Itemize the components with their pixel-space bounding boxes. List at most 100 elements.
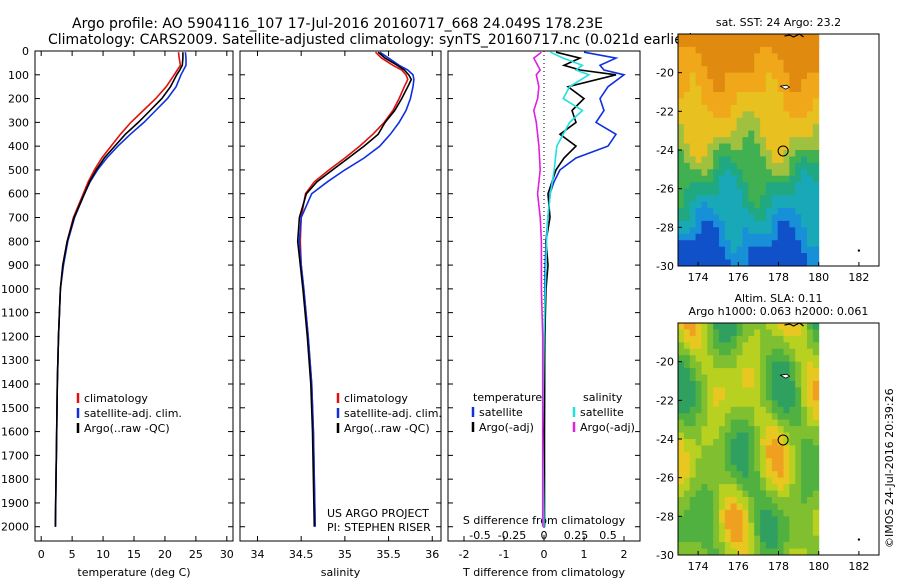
heat-cell xyxy=(730,79,738,87)
heat-cell xyxy=(765,458,773,466)
heat-cell xyxy=(777,259,785,267)
heat-cell xyxy=(742,323,749,330)
heat-cell xyxy=(683,175,691,183)
heat-cell xyxy=(719,169,726,177)
heat-cell xyxy=(748,477,755,485)
heat-cell xyxy=(724,34,732,41)
heat-cell xyxy=(678,188,685,196)
heat-cell xyxy=(760,451,767,459)
heat-cell xyxy=(713,509,720,517)
heat-cell xyxy=(777,150,785,157)
heat-cell xyxy=(713,406,720,414)
heat-cell xyxy=(701,361,708,369)
heat-cell xyxy=(730,374,738,382)
heat-cell xyxy=(789,387,796,395)
heat-cell xyxy=(783,497,790,504)
heat-cell xyxy=(812,471,820,479)
heat-cell xyxy=(812,535,820,543)
heat-cell xyxy=(719,175,726,183)
heat-cell xyxy=(771,240,779,248)
x-axis-label: T difference from climatology xyxy=(462,566,625,579)
heat-cell xyxy=(713,40,720,48)
heat-cell xyxy=(777,156,785,164)
heat-cell xyxy=(719,335,726,343)
heat-cell xyxy=(736,497,743,504)
heat-cell xyxy=(806,259,814,267)
heat-cell xyxy=(806,253,814,261)
heat-cell xyxy=(754,368,761,376)
x-tick-label: 10 xyxy=(96,548,110,561)
heat-cell xyxy=(783,104,790,112)
heat-cell xyxy=(754,66,761,74)
heat-cell xyxy=(748,188,755,196)
heat-cell xyxy=(689,439,697,446)
heat-cell xyxy=(719,348,726,356)
y-tick-label: 0 xyxy=(22,45,29,58)
heat-cell xyxy=(777,40,785,48)
heat-cell xyxy=(683,92,691,99)
heat-cell xyxy=(748,111,755,119)
heat-cell xyxy=(801,432,808,440)
heat-cell xyxy=(777,490,785,498)
heat-cell xyxy=(783,162,790,170)
heat-cell xyxy=(760,169,767,177)
heat-cell xyxy=(748,220,755,228)
heat-cell xyxy=(801,175,808,183)
heat-cell xyxy=(783,535,790,543)
heat-cell xyxy=(678,381,685,388)
heat-cell xyxy=(812,445,820,453)
heat-cell xyxy=(707,92,714,99)
heat-cell xyxy=(754,490,761,498)
heat-cell xyxy=(736,259,743,267)
heat-cell xyxy=(789,220,796,228)
heat-cell xyxy=(736,130,743,138)
heat-cell xyxy=(795,259,802,267)
heat-cell xyxy=(801,323,808,330)
heat-cell xyxy=(789,542,796,550)
heat-cell xyxy=(754,445,761,453)
heat-cell xyxy=(713,85,720,93)
legend-label: climatology xyxy=(84,392,148,405)
heat-cell xyxy=(783,368,790,376)
heat-cell xyxy=(789,195,796,203)
heat-cell xyxy=(812,426,820,434)
heat-cell xyxy=(695,188,702,196)
heat-cell xyxy=(801,361,808,369)
heat-cell xyxy=(812,79,820,87)
heat-cell xyxy=(748,419,755,427)
heat-cell xyxy=(783,124,790,132)
heat-cell xyxy=(795,92,802,99)
heat-cell xyxy=(806,162,814,170)
heat-cell xyxy=(713,471,720,479)
heat-cell xyxy=(736,451,743,459)
heat-cell xyxy=(789,426,796,434)
heat-cell xyxy=(748,79,755,87)
heat-cell xyxy=(724,104,732,112)
heat-cell xyxy=(724,53,732,61)
heat-cell xyxy=(765,413,773,421)
heat-cell xyxy=(736,201,743,209)
heat-cell xyxy=(678,464,685,472)
legend-label: satellite xyxy=(580,406,624,419)
heat-cell xyxy=(754,195,761,203)
heat-cell xyxy=(760,484,767,492)
heat-cell xyxy=(701,451,708,459)
heat-cell xyxy=(678,59,685,67)
heat-cell xyxy=(678,220,685,228)
heat-cell xyxy=(742,156,749,164)
heat-cell xyxy=(701,503,708,511)
heat-cell xyxy=(748,374,755,382)
heat-cell xyxy=(789,413,796,421)
heat-cell xyxy=(783,240,790,248)
heat-cell xyxy=(783,214,790,222)
heat-cell xyxy=(730,335,738,343)
heat-cell xyxy=(771,169,779,177)
heat-cell xyxy=(719,233,726,241)
heat-cell xyxy=(724,406,732,414)
heat-cell xyxy=(730,381,738,388)
heat-cell xyxy=(695,490,702,498)
heat-cell xyxy=(771,393,779,401)
heat-cell xyxy=(719,130,726,138)
heat-cell xyxy=(707,509,714,517)
